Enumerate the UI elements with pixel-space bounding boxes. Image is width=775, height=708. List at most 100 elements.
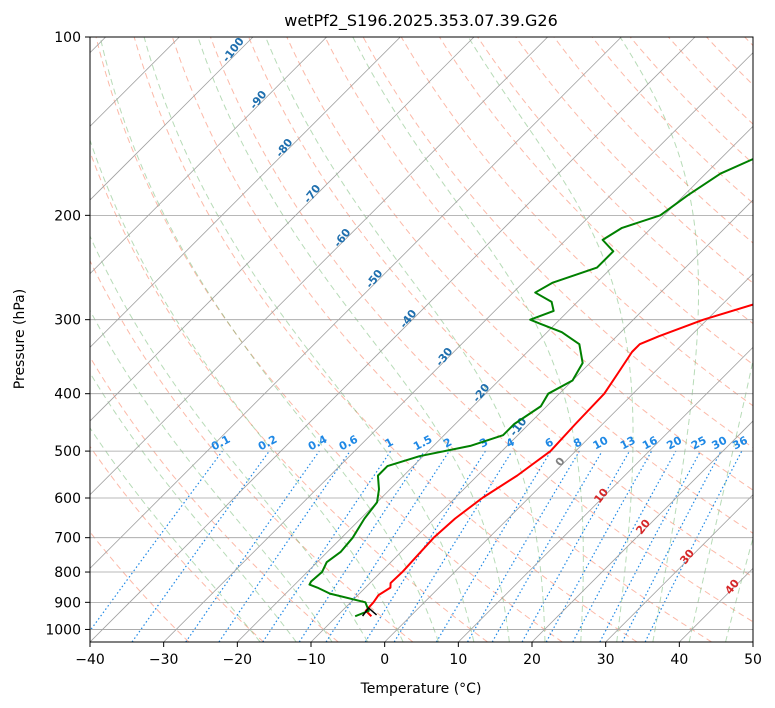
temperature-profile-line (364, 303, 753, 617)
x-axis: −40 −30 −20 −10 0 10 20 30 40 50 (75, 642, 762, 668)
moist-adiabat-line (467, 37, 634, 642)
moist-adiabat-line (90, 138, 404, 642)
mixing-ratio-line (644, 450, 743, 642)
mixing-ratio-line (599, 450, 702, 642)
isotherm-line (458, 346, 753, 642)
x-tick-label: −40 (75, 652, 105, 668)
y-tick-label: 500 (54, 444, 81, 460)
moist-adiabat-line (90, 309, 333, 642)
dry-adiabat-line (171, 37, 712, 642)
isotherm-line (90, 37, 696, 642)
y-tick-label: 1000 (45, 622, 81, 638)
isotherm-line (752, 641, 753, 642)
dry-adiabat-line (133, 37, 638, 642)
mixing-ratio-line (325, 450, 450, 642)
moist-adiabat-line (90, 371, 297, 642)
x-tick-label: −20 (223, 652, 253, 668)
y-tick-label: 100 (54, 30, 81, 46)
moist-adiabat-line (143, 37, 475, 642)
mixing-ratio-label: 1.5 (411, 433, 434, 454)
y-tick-label: 700 (54, 531, 81, 547)
y-tick-label: 200 (54, 208, 81, 224)
dry-adiabat-label: -80 (273, 136, 296, 160)
x-tick-label: 10 (449, 652, 467, 668)
x-tick-label: −10 (296, 652, 326, 668)
moist-adiabat-line (725, 536, 753, 642)
mixing-ratio-line (545, 450, 653, 642)
y-tick-label: 400 (54, 387, 81, 403)
mixing-ratio-line (218, 450, 351, 642)
dry-adiabat-label: -40 (397, 307, 420, 331)
mixing-ratio-line (131, 450, 270, 642)
moist-adiabat-line (99, 37, 439, 642)
moist-adiabat-line (90, 427, 261, 642)
moist-adiabat-line (352, 37, 584, 642)
dry-adiabat-line (95, 37, 563, 642)
y-tick-label: 800 (54, 565, 81, 581)
mixing-ratio-label: 10 (591, 434, 611, 453)
dry-adiabat-label: 30 (677, 547, 697, 567)
isotherm-line (531, 420, 753, 642)
dry-adiabat-label: 40 (722, 577, 742, 597)
chart-title: wetPf2_S196.2025.353.07.39.G26 (284, 11, 558, 31)
moist-adiabat-line (90, 234, 369, 642)
dry-adiabat-label: -90 (247, 88, 270, 112)
mixing-ratio-line (393, 450, 513, 642)
isotherm-line (679, 567, 753, 642)
isotherm-line (605, 494, 753, 642)
dry-adiabat-line (553, 37, 753, 244)
isotherm-line (90, 37, 548, 496)
x-tick-label: 50 (744, 652, 762, 668)
mixing-ratio-label: 0.6 (337, 433, 361, 454)
mixing-ratio-label: 20 (664, 434, 684, 453)
mixing-ratio-label: 36 (730, 434, 750, 453)
y-axis: 100 200 300 400 500 600 700 800 900 1000 (45, 30, 90, 638)
isotherm-line (90, 37, 401, 348)
moist-adiabat-line (688, 358, 753, 642)
dry-adiabat-label: -70 (301, 182, 324, 206)
dry-adiabat-line (90, 150, 488, 642)
y-tick-label: 600 (54, 491, 81, 507)
dry-adiabat-line (90, 259, 414, 642)
wind-marker (361, 606, 378, 617)
mixing-ratio-line (435, 450, 552, 642)
isotherm-line (237, 125, 753, 642)
dry-adiabat-label: -50 (363, 267, 386, 291)
background-lines (90, 37, 753, 642)
series-lines (308, 157, 753, 618)
dry-adiabat-line (324, 37, 753, 491)
mixing-ratio-label: 30 (710, 434, 730, 453)
mixing-ratio-line (90, 450, 223, 632)
x-tick-label: 30 (597, 652, 615, 668)
plot-frame (89, 36, 754, 643)
x-tick-label: −30 (149, 652, 179, 668)
x-axis-label: Temperature (°C) (360, 681, 482, 697)
dry-adiabat-label: -30 (433, 345, 456, 369)
mixing-ratio-line (521, 450, 631, 642)
dry-adiabat-line (706, 37, 753, 86)
x-tick-label: 20 (523, 652, 541, 668)
y-axis-label: Pressure (hPa) (12, 289, 28, 389)
dry-adiabat-label: 0 (553, 455, 568, 469)
dry-adiabat-label: 10 (591, 486, 611, 506)
dry-adiabat-label: -20 (470, 381, 493, 405)
isotherm-line (90, 37, 254, 201)
x-tick-label: 0 (380, 652, 389, 668)
x-tick-label: 40 (670, 652, 688, 668)
grid-lines (90, 37, 753, 642)
dry-adiabat-label: 20 (633, 517, 653, 537)
isotherm-line (90, 37, 622, 569)
mixing-ratio-label: 0.1 (209, 433, 232, 454)
dry-adiabat-label: -60 (331, 226, 354, 250)
moist-adiabat-line (619, 37, 700, 642)
mixing-ratio-line (572, 450, 677, 642)
dry-adiabat-line (248, 37, 753, 578)
mixing-ratio-label: 8 (571, 435, 584, 450)
moist-adiabat-line (265, 37, 546, 642)
y-tick-label: 300 (54, 313, 81, 329)
mixing-ratio-label: 0.2 (256, 433, 279, 454)
moist-adiabat-line (197, 37, 510, 642)
dry-adiabat-line (210, 37, 753, 623)
y-tick-label: 900 (54, 595, 81, 611)
